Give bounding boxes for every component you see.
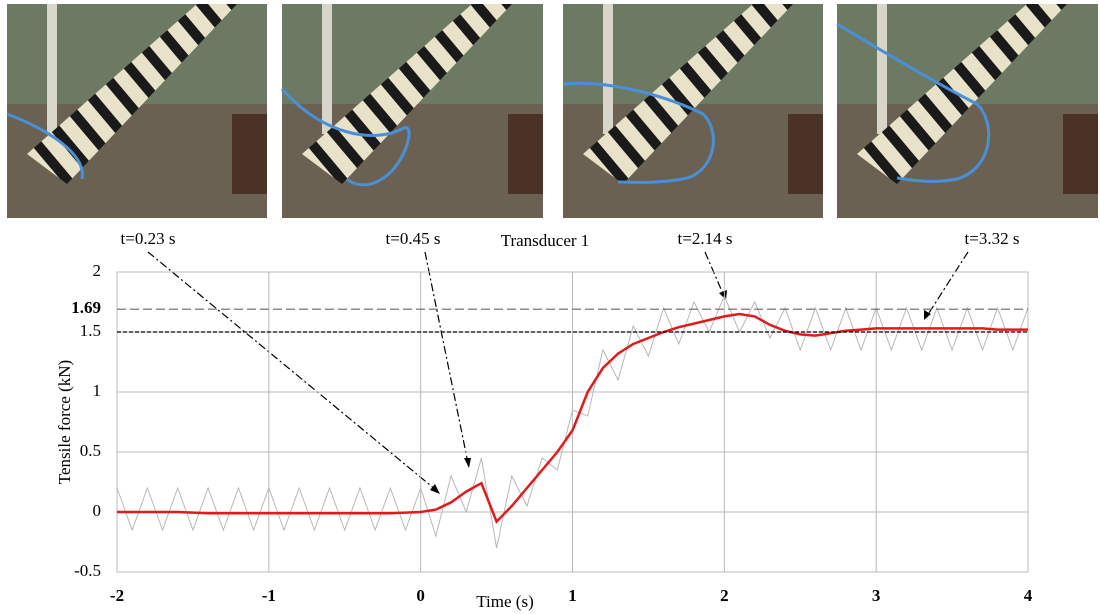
y-tick-label: 1.5	[80, 321, 101, 340]
photo	[280, 4, 543, 218]
plot-area: -0.5 0 0.5 1 1.5 2 -2 -1 0 1 2 3 4 1.69	[71, 261, 1033, 605]
photo	[6, 4, 267, 218]
y-tick-label: 2	[93, 261, 102, 280]
x-tick-label: -2	[110, 586, 124, 605]
y-tick-label: -0.5	[74, 561, 101, 580]
photos	[6, 4, 1098, 218]
x-tick-label: 2	[720, 586, 729, 605]
annotation-arrows	[147, 251, 969, 491]
photo	[836, 4, 1098, 218]
x-tick-label: -1	[262, 586, 276, 605]
x-tick-label: 1	[568, 586, 577, 605]
series-line	[117, 312, 1028, 524]
x-axis-title: Time (s)	[476, 592, 533, 611]
x-tick-label: 4	[1024, 586, 1033, 605]
x-tick-label: 3	[872, 586, 881, 605]
x-tick-label: 0	[416, 586, 425, 605]
photo	[562, 4, 823, 218]
annotation: t=3.32 s	[965, 229, 1020, 248]
chart-title: Transducer 1	[501, 231, 590, 250]
annotation: t=0.45 s	[386, 229, 441, 248]
y-tick-label: 0.5	[80, 441, 101, 460]
y-axis-title: Tensile force (kN)	[55, 360, 74, 484]
annotation: t=0.23 s	[121, 229, 176, 248]
y-tick-label: 0	[93, 501, 102, 520]
annotation: t=2.14 s	[678, 229, 733, 248]
series-line	[116, 294, 1029, 549]
y-tick-label: 1	[93, 381, 102, 400]
reference-label: 1.69	[71, 298, 101, 317]
